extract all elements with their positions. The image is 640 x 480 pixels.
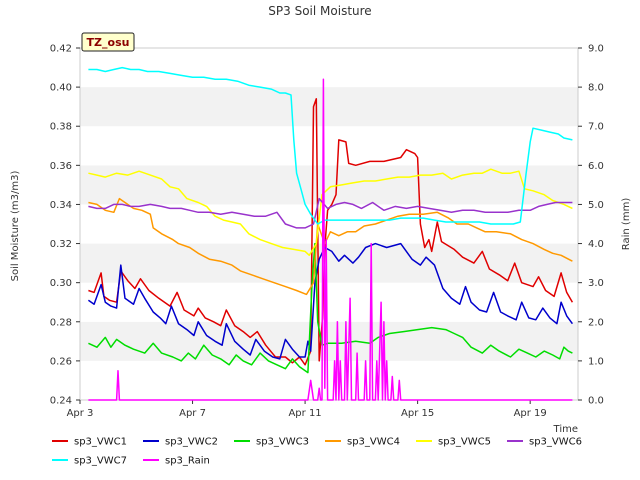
x-tick-label: Apr 15	[401, 408, 434, 419]
grid-band	[80, 321, 578, 361]
grid-band	[80, 165, 578, 205]
y-tick-label: 0.26	[50, 356, 72, 367]
legend: sp3_VWC1 sp3_VWC2 sp3_VWC3 sp3_VWC4 sp3_VWC5…	[52, 437, 582, 467]
grid-band	[80, 126, 578, 166]
right-axis: 0.0 1.0 2.0 3.0 4.0 5.0 6.0 7.0 8.0 9.0	[578, 44, 604, 407]
series-line-sp3-vwc4	[88, 197, 573, 296]
y2-tick-label: 1.0	[588, 356, 604, 367]
y-tick-label: 0.24	[50, 396, 72, 407]
legend-label: sp3_Rain	[165, 456, 210, 467]
y2-tick-label: 2.0	[588, 317, 604, 328]
y2-tick-label: 7.0	[588, 122, 604, 133]
x-axis-label: Time	[553, 424, 578, 435]
y2-tick-label: 4.0	[588, 239, 604, 250]
y2-tick-label: 5.0	[588, 200, 604, 211]
y2-tick-label: 8.0	[588, 83, 604, 94]
series-line-sp3-vwc2	[87, 242, 574, 360]
legend-label: sp3_VWC3	[256, 437, 309, 448]
site-badge-box	[81, 32, 135, 52]
y-tick-label: 0.42	[50, 44, 72, 55]
legend-label: sp3_VWC4	[347, 437, 400, 448]
y2-tick-label: 9.0	[588, 44, 604, 55]
y-tick-label: 0.34	[50, 200, 72, 211]
x-tick-label: Apr 11	[288, 408, 321, 419]
x-tick-label: Apr 3	[67, 408, 94, 419]
legend-label: sp3_VWC2	[165, 437, 218, 448]
series-line-sp3-vwc3	[88, 242, 573, 374]
y-axis-label: Soil Moisture (m3/m3)	[10, 171, 21, 282]
y-tick-label: 0.28	[50, 317, 72, 328]
site-badge-text: TZ_osu	[87, 36, 130, 49]
series-layer	[87, 66, 574, 401]
y2-axis-label: Rain (mm)	[621, 198, 632, 251]
grid-band	[80, 360, 578, 400]
series-line-sp3-rain	[88, 78, 573, 401]
x-axis: Apr 3 Apr 7 Apr 11 Apr 15 Apr 19	[67, 400, 547, 419]
y-tick-label: 0.32	[50, 239, 72, 250]
legend-label: sp3_VWC5	[438, 437, 491, 448]
y-tick-label: 0.40	[50, 83, 72, 94]
grid-band	[80, 48, 578, 88]
site-badge: TZ_osu	[81, 32, 135, 52]
left-axis: 0.24 0.26 0.28 0.30 0.32 0.34 0.36 0.38 0.40 0.42	[50, 44, 80, 407]
legend-label: sp3_VWC1	[74, 437, 127, 448]
legend-label: sp3_VWC6	[529, 437, 582, 448]
y2-tick-label: 3.0	[588, 278, 604, 289]
x-tick-label: Apr 19	[514, 408, 547, 419]
y-tick-label: 0.38	[50, 122, 72, 133]
y-tick-label: 0.36	[50, 161, 72, 172]
legend-label: sp3_VWC7	[74, 456, 127, 467]
chart-title: SP3 Soil Moisture	[268, 4, 371, 18]
y-tick-label: 0.30	[50, 278, 72, 289]
grid-band	[80, 282, 578, 322]
series-line-sp3-vwc5	[88, 168, 573, 257]
x-tick-label: Apr 7	[179, 408, 206, 419]
y2-tick-label: 6.0	[588, 161, 604, 172]
series-line-sp3-vwc7	[88, 66, 573, 225]
grid-band	[80, 87, 578, 127]
y2-tick-label: 0.0	[588, 396, 604, 407]
